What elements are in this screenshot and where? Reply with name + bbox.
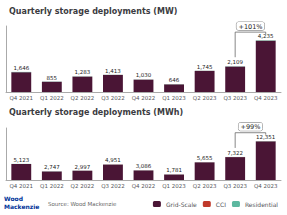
svg-text:12,351: 12,351: [256, 134, 275, 140]
svg-text:Q2 2023: Q2 2023: [193, 95, 217, 101]
svg-text:5,123: 5,123: [13, 157, 29, 163]
svg-text:Q1 2022: Q1 2022: [40, 95, 64, 101]
svg-text:Q4 2021: Q4 2021: [9, 95, 33, 101]
svg-text:5,655: 5,655: [197, 155, 213, 161]
svg-text:Wood: Wood: [4, 195, 23, 202]
svg-text:646: 646: [169, 77, 180, 83]
svg-text:Q2 2022: Q2 2022: [71, 183, 95, 189]
svg-text:Q3 2023: Q3 2023: [223, 183, 247, 189]
svg-text:Q2 2022: Q2 2022: [71, 95, 95, 101]
svg-text:Q4 2023: Q4 2023: [254, 95, 278, 101]
svg-text:Q4 2022: Q4 2022: [132, 95, 156, 101]
svg-text:2,747: 2,747: [44, 164, 60, 170]
svg-text:1,745: 1,745: [197, 64, 213, 70]
svg-text:1,283: 1,283: [75, 69, 91, 75]
svg-text:Q4 2023: Q4 2023: [254, 183, 278, 189]
svg-text:Q4 2021: Q4 2021: [9, 183, 33, 189]
svg-text:1,030: 1,030: [136, 72, 152, 78]
svg-text:Quarterly storage deployments: Quarterly storage deployments (MWh): [9, 108, 183, 117]
svg-text:4,235: 4,235: [258, 33, 274, 39]
svg-text:7,322: 7,322: [227, 150, 243, 156]
svg-text:Residential: Residential: [245, 201, 278, 208]
svg-text:1,646: 1,646: [13, 65, 29, 71]
svg-text:Quarterly storage deployments: Quarterly storage deployments (MW): [9, 7, 177, 16]
svg-text:Q1 2023: Q1 2023: [162, 95, 186, 101]
svg-text:4,951: 4,951: [105, 157, 121, 163]
svg-text:Q3 2022: Q3 2022: [101, 95, 125, 101]
svg-text:+101%: +101%: [238, 23, 262, 31]
svg-text:Q4 2022: Q4 2022: [132, 183, 156, 189]
svg-text:Q1 2023: Q1 2023: [162, 183, 186, 189]
svg-text:Q2 2023: Q2 2023: [193, 183, 217, 189]
svg-text:1,781: 1,781: [166, 167, 182, 173]
svg-text:1,413: 1,413: [105, 68, 121, 74]
svg-text:Mackenzie: Mackenzie: [4, 203, 39, 210]
svg-text:Source: Wood Mackenzie: Source: Wood Mackenzie: [48, 201, 117, 207]
svg-text:+99%: +99%: [240, 123, 260, 131]
svg-text:855: 855: [47, 75, 58, 81]
svg-text:Q3 2022: Q3 2022: [101, 183, 125, 189]
svg-text:3,086: 3,086: [136, 163, 152, 169]
svg-text:CCI: CCI: [216, 201, 226, 208]
svg-text:Q1 2022: Q1 2022: [40, 183, 64, 189]
svg-text:2,997: 2,997: [75, 164, 91, 170]
svg-text:2,109: 2,109: [227, 59, 243, 65]
svg-text:Grid-Scale: Grid-Scale: [166, 201, 197, 208]
svg-text:Q3 2023: Q3 2023: [223, 95, 247, 101]
